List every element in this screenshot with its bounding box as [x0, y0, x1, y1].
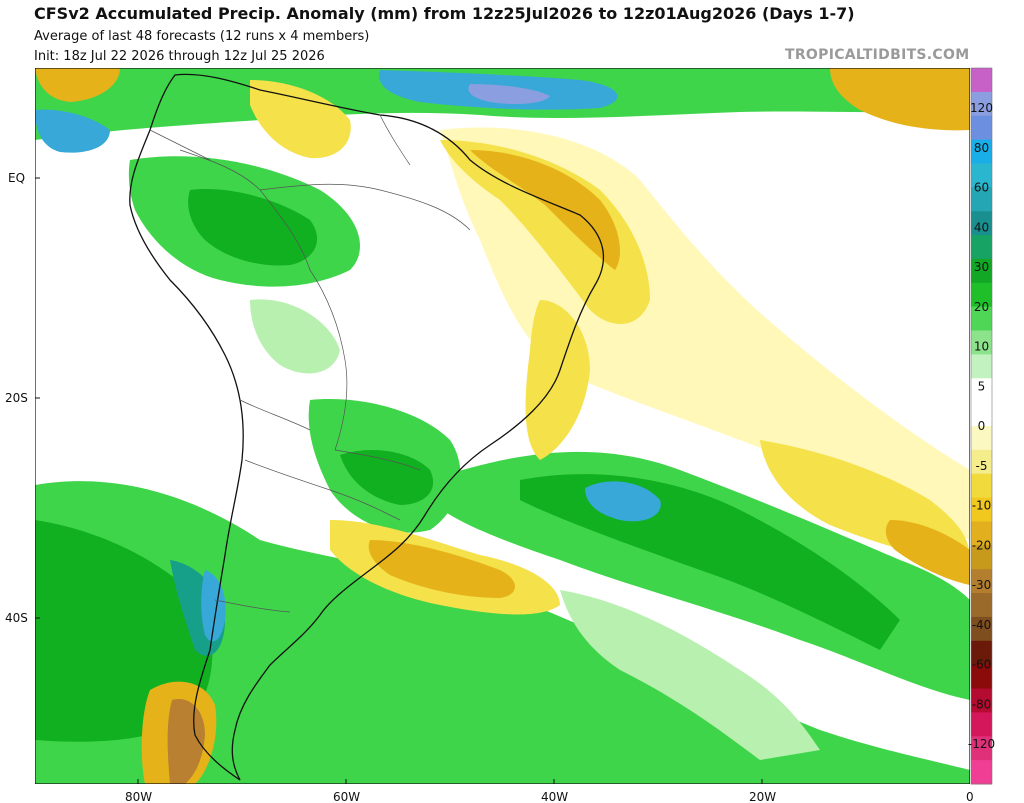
- colorbar-label: -80: [972, 697, 992, 711]
- anomaly-field-rio-de-la-plata-dry-core: [368, 540, 515, 598]
- colorbar-swatch: [971, 68, 992, 93]
- anomaly-field-eastern-pacific-blue: [35, 109, 110, 153]
- anomaly-field-paraguay-dark-green: [340, 450, 434, 505]
- colorbar-label: 30: [974, 260, 989, 274]
- colorbar-swatch: [971, 569, 992, 594]
- south-america-coastline: [129, 73, 605, 781]
- longitude-label-80w: 80W: [125, 790, 152, 803]
- colorbar-swatch: [971, 235, 992, 260]
- colorbar-swatch: [971, 426, 992, 451]
- anomaly-field-bolivia-green: [250, 299, 340, 374]
- colorbar-swatch: [971, 712, 992, 737]
- colorbar-label: 20: [974, 300, 989, 314]
- colorbar-label: -60: [972, 658, 992, 672]
- colorbar-swatch: [971, 688, 992, 713]
- map-title: CFSv2 Accumulated Precip. Anomaly (mm) f…: [34, 4, 855, 23]
- colorbar-label: 10: [974, 340, 989, 354]
- colorbar-swatch: [971, 545, 992, 570]
- map-subtitle-forecast-average: Average of last 48 forecasts (12 runs x …: [34, 29, 370, 44]
- latitude-label-eq: EQ: [8, 171, 25, 185]
- colorbar-label: -30: [972, 578, 992, 592]
- anomaly-field-venezuela-dry: [250, 80, 351, 159]
- anomaly-field-northeast-brazil-dry: [440, 140, 650, 324]
- colorbar-swatch: [971, 115, 992, 141]
- anomaly-field-south-atlantic-midlatitude-dry-core: [885, 520, 970, 585]
- map-subtitle-init-time: Init: 18z Jul 22 2026 through 12z Jul 25…: [34, 49, 325, 64]
- colorbar-outline: [970, 67, 993, 785]
- colorbar-swatch: [971, 187, 992, 212]
- longitude-label-60w: 60W: [333, 790, 360, 803]
- colorbar-label: 40: [974, 220, 989, 234]
- colorbar-label: -10: [972, 499, 992, 513]
- latitude-label-20s: 20S: [5, 391, 28, 405]
- anomaly-field-light-green-band: [560, 590, 820, 760]
- colorbar-label: 0: [978, 419, 986, 433]
- colorbar-swatch: [971, 306, 992, 332]
- colorbar-label: 5: [978, 379, 986, 393]
- colorbar-swatch: [971, 163, 992, 188]
- colorbar-legend: [970, 67, 993, 785]
- colorbar-label: -40: [972, 618, 992, 632]
- anomaly-field-south-atlantic-blue-core: [585, 481, 661, 522]
- colorbar-label: 80: [974, 141, 989, 155]
- anomaly-field-caribbean-purple-core: [468, 84, 550, 104]
- colorbar-swatch: [971, 211, 992, 236]
- latitude-label-40s: 40S: [5, 611, 28, 625]
- colorbar-label: 60: [974, 181, 989, 195]
- anomaly-field-east-brazil-coast-dry: [525, 300, 590, 460]
- colorbar-label: -20: [972, 538, 992, 552]
- colorbar-swatch: [971, 736, 992, 761]
- colorbar-swatch: [971, 402, 992, 427]
- colorbar-swatch: [971, 449, 992, 475]
- longitude-label-20w: 20W: [749, 790, 776, 803]
- colorbar-swatch: [971, 640, 992, 666]
- colorbar-swatch: [971, 616, 992, 642]
- colorbar-swatch: [971, 593, 992, 618]
- colorbar-swatch: [971, 378, 992, 403]
- country-borders: [149, 114, 471, 613]
- colorbar-swatch: [971, 258, 992, 284]
- anomaly-field-west-africa-dry: [830, 68, 970, 131]
- colorbar-swatch: [971, 521, 992, 546]
- colorbar-swatch: [971, 139, 992, 164]
- colorbar-swatch: [971, 664, 992, 690]
- anomaly-field-patagonia-dry-core: [167, 699, 205, 784]
- map-plot-area: [35, 68, 970, 784]
- colorbar-label: -5: [976, 459, 988, 473]
- anomaly-field-amazon-dark-green: [188, 189, 318, 266]
- anomaly-field-northeast-brazil-dry-core: [470, 150, 620, 270]
- colorbar-swatch: [971, 354, 992, 379]
- colorbar-label: 120: [970, 101, 993, 115]
- colorbar-swatch: [971, 760, 992, 785]
- colorbar-swatch: [971, 473, 992, 499]
- colorbar-swatch: [971, 91, 992, 117]
- map-graticule: [35, 177, 763, 784]
- colorbar-labels: 120 80 60 40 30 20 10 5 0 -5 -10 -20 -30 -40 -60 -80 -12…: [968, 101, 995, 751]
- colorbar-label: -120: [968, 737, 995, 751]
- watermark: TROPICALTIDBITS.COM: [785, 47, 970, 63]
- colorbar-swatch: [971, 330, 992, 355]
- colorbar-swatch: [971, 282, 992, 308]
- longitude-label-40w: 40W: [541, 790, 568, 803]
- longitude-label-0: 0: [966, 790, 974, 803]
- colorbar-swatch: [971, 497, 992, 522]
- anomaly-field-colombia-dry: [35, 68, 120, 102]
